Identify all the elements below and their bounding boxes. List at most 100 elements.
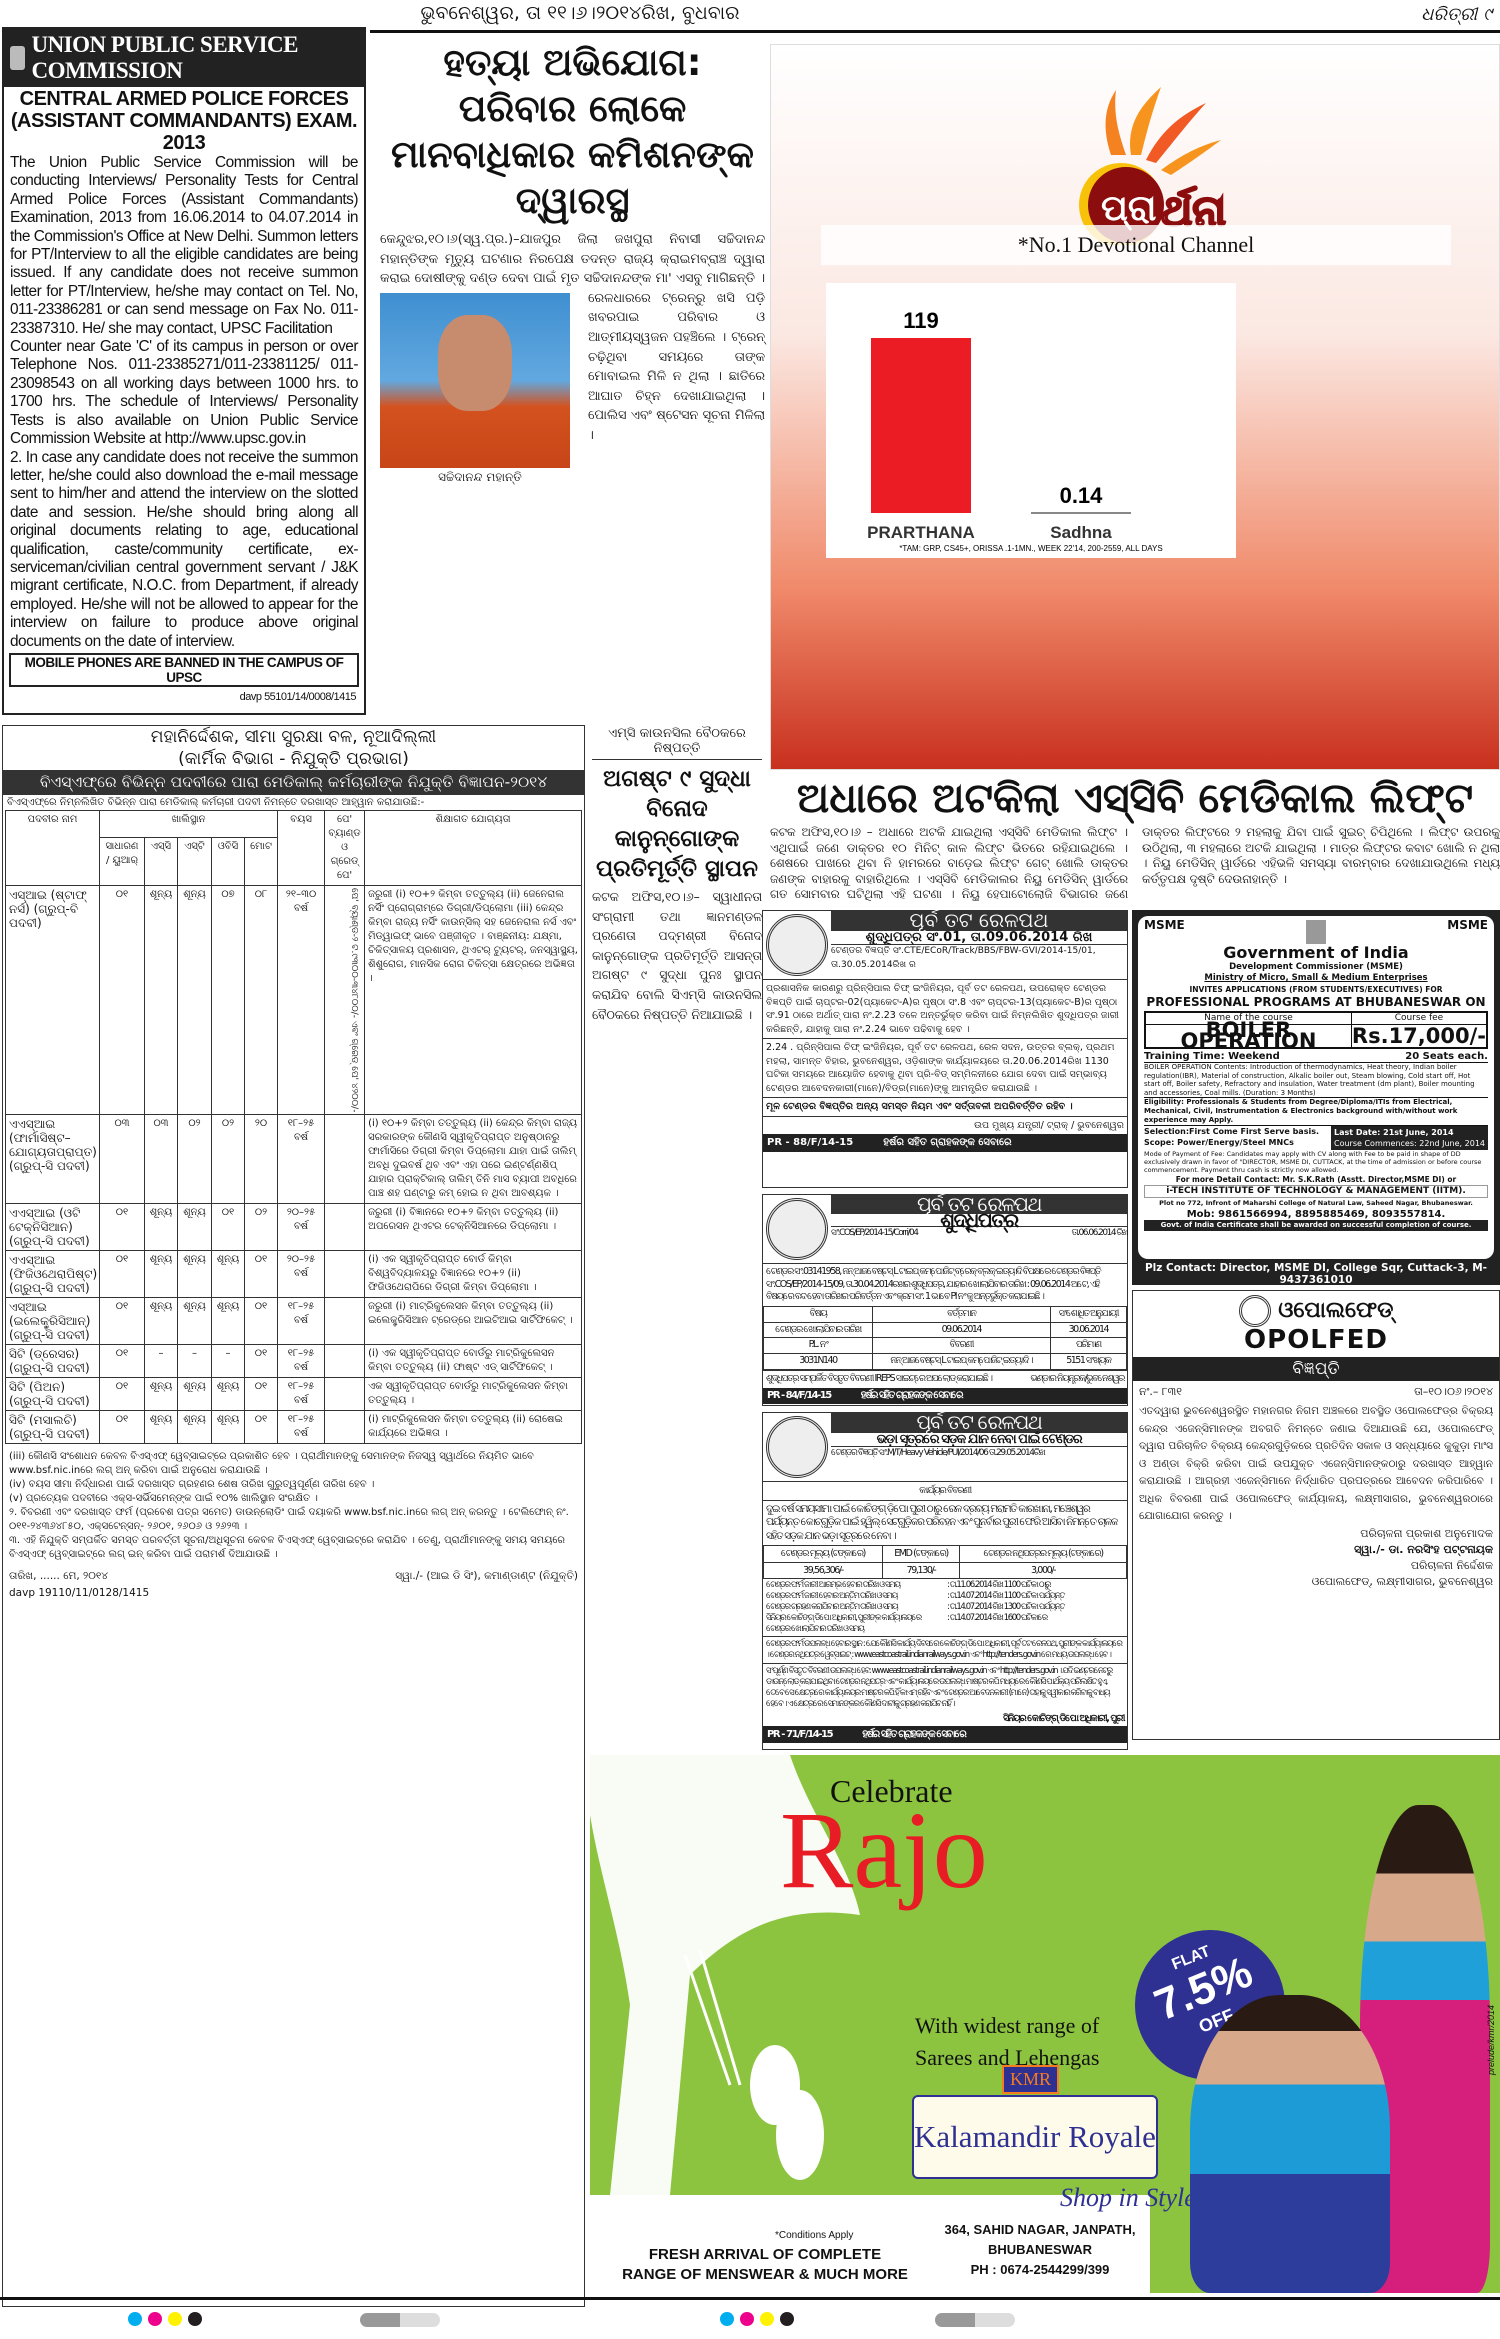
msme-fee: Rs.17,000/- [1350,1023,1488,1049]
bsf-note: ୩. ଏହି ନିଯୁକ୍ତି ସମ୍ପର୍କିତ ସମସ୍ତ ପରବର୍ତ୍ତ… [9,1535,565,1561]
cell-age: ୨୧–୩୦ ବର୍ଷ [277,884,326,1116]
registration-mark [128,2312,142,2326]
rail-para: ସଂପୂର୍ଣ୍ଣ ବିସ୍ତୃତ ବିବରଣୀ ଉପଲବ୍ଧ ହେବ: www… [763,1663,1127,1712]
table-cell: ନନ୍ ଆଜବେଷ୍ଟସ୍ L ଟାଇପ୍ କମ୍ପୋଜିଟ୍ ଇତ୍ୟାଦି … [871,1353,1051,1370]
story-headline: ହତ୍ୟା ଅଭିଯୋଗ: ପରିବାର ଲୋକେ ମାନବାଧିକାର କମି… [390,41,755,222]
table-row: ଏଏସ୍‌ଆଇ (ଓଟି ଟେକ୍ନିସିଆନ) (ଗ୍ରୁପ୍-ସି ପଦବୀ… [5,1203,582,1252]
bsf-note: ୨. ବିବରଣୀ ଏବଂ ଦରଖାସ୍ତ ଫର୍ମ (ପ୍ରବେଶ ପତ୍ର … [9,1507,569,1533]
model-photo [1190,1995,1390,2293]
cell-post: ଏଏସ୍‌ଆଇ (ଫାର୍ମାସିଷ୍ଟ– ଯୋଗ୍ୟତାପ୍ରାପ୍ତ) (ଗ… [5,1114,100,1205]
registration-mark [188,2312,202,2326]
cell-gen: ୦୧ [99,1410,145,1445]
cell-age: ୨୦–୨୫ ବର୍ଷ [277,1203,326,1252]
story2-body: କଟକ ଅଫିସ,୧୦।୬– ସ୍ୱାଧୀନତା ସଂଗ୍ରାମୀ ତଥା ଜ୍… [592,890,762,1022]
indian-railways-seal-icon [766,914,828,976]
cell-age: ୧୮–୨୫ ବର୍ଷ [277,1114,326,1205]
date-cell: ସିନିୟର କୋଚିଙ୍ଗ୍ ଡିପୋ ଅଧିକାରୀ, ପୁରୀଙ୍କ କା… [766,1613,922,1634]
table-cell: P.L. ନଂ [763,1337,873,1355]
msme-col-fee: Course fee [1350,1011,1488,1025]
opolfed-sig: ପରିଚାଳନା ନିର୍ଦ୍ଦେଶକ [1410,1558,1493,1572]
cell-st: – [177,1344,212,1379]
cell-gen: ୦୧ [99,1344,145,1379]
cell-total: ୦୨ [243,1203,279,1252]
registration-mark [780,2312,794,2326]
table-cell: 30.06.2014 [1049,1321,1128,1339]
prarthana-ad: ପ୍ରା ର୍ଥନା *No.1 Devotional Channel 119 P… [770,44,1500,770]
rail-signatory: ଉପ ମୁଖ୍ୟ ଯନ୍ତ୍ରୀ/ ଟ୍ରାକ୍ / ଭୁବନେଶ୍ୱର [763,1115,1127,1135]
msme-contact: Plz Contact: Director, MSME DI, College … [1144,1262,1488,1286]
table-row: ସିଟି (ପିଅନ) (ଗ୍ରୁପ୍-ସି ପଦବୀ) ୦୧ ଶୂନ୍ୟ ଶୂନ୍ୟ… [5,1377,582,1412]
opolfed-date: ତା–୧୦।୦୬।୨୦୧୪ [1414,1385,1493,1398]
table-cell: 3,000/- [959,1561,1127,1579]
rail-para: ଟେଣ୍ଡର ଫର୍ମ ଉପଲବ୍ଧ ହେବାର ସ୍ଥାନ : ଯେକୌଣସି… [763,1636,1127,1663]
rajo-address: 364, SAHID NAGAR, JANPATH, [944,2222,1136,2237]
registration-mark [740,2312,754,2326]
bsf-dept: (କାର୍ମିକ ବିଭାଗ - ନିଯୁକ୍ତି ପ୍ରଭାଗ) [178,749,409,769]
msme-plot: Plot no 772, Infront of Maharshi College… [1159,1199,1473,1207]
col-age: ବୟସ [277,810,326,886]
msme-seats: 20 Seats each. [1405,1051,1488,1062]
col-total: ମୋଟ [243,837,279,886]
date-row: ଟେଣ୍ଡର ଗ୍ରହଣ କରାଯିବାର ଅନ୍ତିମ ତାରିଖ ଓ ସମୟ… [766,1602,1124,1613]
rail-ref-date: ତା.06.06.2014 ରିଖ [1071,1228,1129,1239]
cell-pay [324,1344,366,1379]
story2-kicker: ଏମ୍‌ସି କାଉନସିଲ ବୈଠକରେ ନିଷ୍ପତ୍ତି [592,726,762,760]
story-photo: ସଚ୍ଚିଦାନନ୍ଦ ମହାନ୍ତି [380,292,580,488]
msme-selection: Selection:First Come First Serve basis. [1144,1127,1320,1136]
bsf-title: ବିଏସ୍‌ଏଫ୍‌ରେ ବିଭିନ୍ନ ପଦବୀରେ ପାରା ମେଡିକାଲ… [3,770,584,795]
table-row: ଏସ୍‌ଆଇ (ଇଲେକ୍ଟ୍ରିସିଆନ୍) (ଗ୍ରୁପ୍-ସି ପଦବୀ)… [5,1297,582,1346]
prarthana-logo: ପ୍ରା ର୍ଥନା [1079,87,1227,245]
table-cell: 09.06.2014 [871,1321,1051,1339]
table-cell: ଟେଣ୍ଡର ନଥିପତ୍ରର ମୂଲ୍ୟ (ଟଙ୍କାରେ) [959,1545,1127,1563]
rail-para: ଦୁଇ ବର୍ଷ ସମୟସୀମା ପାଇଁ କୋଚିଙ୍ଗ୍ ଡ଼ିପୋ ପୁର… [763,1499,1127,1546]
cell-gen: ୦୧ [99,884,145,1116]
opolfed-no: ନଂ.– ୮୩୧ [1139,1385,1183,1398]
kalamandir-rajo-ad: Celebrate Rajo FLAT 7.5% OFF With widest r… [590,1755,1500,2293]
opolfed-sig: ଓପୋଲଫେଡ୍, ଲକ୍ଷ୍ମୀସାଗର, ଭୁବନେଶ୍ୱର [1311,1574,1493,1588]
cell-sc: ଶୂନ୍ୟ [144,1410,178,1445]
upsc-para-2: Counter near Gate 'C' of its campus in p… [10,338,359,448]
rajo-fresh-arrival: FRESH ARRIVAL OF COMPLETE RANGE OF MENSW… [622,2246,908,2283]
cell-obc: ଶୂନ୍ୟ [211,1250,245,1299]
cell-gen: ୦୧ [99,1203,145,1252]
cell-pay [324,1250,366,1299]
rail-slogan: ହର୍ଷର ସହିତ ଗ୍ରାହକଙ୍କ ସେବାରେ [860,1389,964,1401]
msme-mob: Mob: 9861566994, 8895885469, 8093557814. [1186,1209,1446,1220]
col-qualification: ଶିକ୍ଷାଗତ ଯୋଗ୍ୟତା [364,810,582,886]
col-obc: ଓବିସି [211,837,245,886]
table-cell: 3031N140 [763,1353,873,1370]
msme-iitm: i-TECH INSTITUTE OF TECHNOLOGY & MANAGEM… [1144,1185,1488,1198]
upsc-banner: MOBILE PHONES ARE BANNED IN THE CAMPUS O… [9,652,359,687]
date-cell: : ତା.11.06.2014 ରିଖ 1100 ଘଟିକା ଠାରୁ [947,1580,1051,1590]
cell-total: ୦୮ [243,884,279,1116]
cell-pay [324,1297,366,1346]
cell-qual: ଜରୁରୀ (i) ୧୦+୨ କିମ୍ବା ତତ୍ତୁଲ୍ୟ (ii) ଜେନେ… [364,884,582,1116]
msme-contents: BOILER OPERATION Contents: Introduction … [1144,1062,1488,1097]
rail-para: ମୂଳ ଟେଣ୍ଡର ବିଜ୍ଞପ୍ତିର ଅନ୍ୟ ସମସ୍ତ ନିୟମ ଏବ… [763,1097,1127,1116]
cell-obc: ୦୨ [211,1114,245,1205]
bsf-note: (iv) ବୟସ ସୀମା ନିର୍ଦ୍ଧାରଣ ପାଇଁ ଦରଖାସ୍ତ ଗ୍… [9,1479,375,1491]
msme-programs: PROFESSIONAL PROGRAMS AT BHUBANESWAR ON [1146,995,1486,1009]
page-label: ଧରିତ୍ରୀ ୯ [1421,4,1492,25]
story-body: ରେଳଧାରରେ ଟ୍ରେନ୍‌ରୁ ଖସି ପଡ଼ି ଖବରପାଇ ପରିବା… [588,290,765,443]
msme-payment: Mode of Payment of Fee: Candidates may a… [1144,1150,1482,1174]
cell-obc: ଶୂନ୍ୟ [211,1410,245,1445]
rajo-wide: With widest range of [915,2013,1100,2038]
msme-more: For more Detail Contact: Mr. S.K.Rath (A… [1175,1175,1457,1184]
kmr-logo: KMR [1002,2065,1060,2094]
railway-tender-vehicle: ପୂର୍ବ ତଟ ରେଳପଥ ଭଡ଼ା ସୂତ୍ରରେ ସଡ଼କ ଯାନ ନେବା… [762,1412,1128,1750]
cell-post: ସିଟି (ମସାଲଚି) (ଗ୍ରୁପ୍-ସି ପଦବୀ) [5,1410,100,1445]
railway-corrigendum-1: ପୂର୍ବ ତଟ ରେଳପଥ ଶୁଦ୍ଧିପତ୍ର ସଂ.01, ତା.09.06… [762,910,1128,1188]
registration-mark [148,2312,162,2326]
table-cell: 39,56,306/- [763,1561,883,1579]
cell-post: ଏସ୍‌ଆଇ (ଇଲେକ୍ଟ୍ରିସିଆନ୍) (ଗ୍ରୁପ୍-ସି ପଦବୀ) [5,1297,100,1346]
emblem-icon [1306,920,1326,944]
msme-eligibility: Eligibility: Professionals & Students fr… [1144,1097,1488,1125]
col-vacancy: ଖାଲିସ୍ଥାନ [98,809,279,839]
cell-post: ସିଟି (ଡ୍ରେସର) (ଗ୍ରୁପ୍-ସି ପଦବୀ) [5,1344,100,1379]
col-general: ସାଧାରଣ / ୟୁଆର୍ [99,837,145,886]
table-cell: ପରିମାଣ [1049,1337,1128,1355]
cell-st: ଶୂନ୍ୟ [177,1203,212,1252]
cell-pay [324,1203,366,1252]
registration-mark [720,2312,734,2326]
